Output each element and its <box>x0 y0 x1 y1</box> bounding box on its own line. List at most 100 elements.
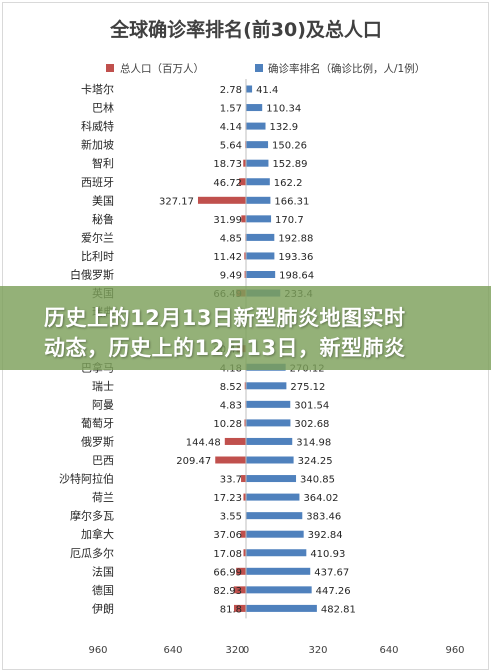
rate-value-label: 198.64 <box>279 271 314 282</box>
population-value-label: 5.64 <box>220 141 242 152</box>
bar-population <box>236 567 246 575</box>
x-tick-label: 640 <box>163 645 182 656</box>
banner-line-2: 动态，历史上的12月13日，新型肺炎 <box>44 336 406 360</box>
rate-value-label: 482.81 <box>321 604 356 615</box>
category-label: 巴林 <box>92 101 114 115</box>
x-tick-label: 960 <box>445 645 464 656</box>
category-label: 科威特 <box>81 119 114 133</box>
bar-rate <box>246 252 275 260</box>
bar-population <box>241 215 246 223</box>
population-value-label: 66.99 <box>213 567 242 578</box>
category-label: 加拿大 <box>81 527 114 541</box>
category-label: 阿曼 <box>92 398 114 411</box>
bar-rate <box>246 493 300 501</box>
category-label: 荷兰 <box>92 491 114 504</box>
category-label: 俄罗斯 <box>81 435 114 448</box>
x-tick-label: 320 <box>308 645 327 656</box>
rate-value-label: 166.31 <box>274 196 309 207</box>
category-label: 白俄罗斯 <box>70 268 114 282</box>
rate-value-label: 302.68 <box>294 419 329 430</box>
population-value-label: 10.28 <box>213 419 242 430</box>
bar-rate <box>246 233 275 241</box>
bar-population <box>243 549 246 557</box>
bar-rate <box>246 512 303 520</box>
legend-label-population: 总人口（百万人） <box>120 62 204 75</box>
rate-value-label: 275.12 <box>290 382 325 393</box>
legend-label-rate: 确诊率排名（确诊比例，人/1例） <box>268 62 425 75</box>
bar-rate <box>246 419 291 427</box>
bar-rate <box>246 196 271 204</box>
rate-value-label: 170.7 <box>275 215 304 226</box>
category-label: 美国 <box>92 194 114 207</box>
bar-rate <box>246 437 293 445</box>
population-value-label: 82.93 <box>213 586 242 597</box>
bar-population <box>233 604 246 612</box>
bar-population <box>243 159 246 167</box>
bar-population <box>240 530 246 538</box>
bar-population <box>224 437 246 445</box>
rate-value-label: 162.2 <box>274 178 303 189</box>
bar-rate <box>246 567 311 575</box>
rate-value-label: 314.98 <box>296 437 331 448</box>
population-value-label: 4.14 <box>220 122 242 133</box>
bar-population <box>197 196 246 204</box>
bar-rate <box>246 475 297 483</box>
category-label: 新加坡 <box>81 138 114 152</box>
population-value-label: 1.57 <box>220 104 242 115</box>
rate-value-label: 383.46 <box>306 512 341 523</box>
bar-population <box>244 271 246 278</box>
population-value-label: 2.78 <box>220 85 242 96</box>
bar-rate <box>246 215 272 223</box>
population-value-label: 3.55 <box>220 512 242 523</box>
category-label: 伊朗 <box>92 602 114 615</box>
x-tick-label: 640 <box>379 645 398 656</box>
bar-rate <box>246 122 266 130</box>
legend-swatch-rate <box>255 64 263 72</box>
rate-value-label: 364.02 <box>303 493 338 504</box>
population-value-label: 209.47 <box>176 456 211 467</box>
population-value-label: 9.49 <box>220 271 242 282</box>
bar-rate <box>246 271 276 278</box>
category-label: 巴西 <box>92 454 114 467</box>
rate-value-label: 110.34 <box>266 104 301 115</box>
population-value-label: 8.52 <box>220 382 242 393</box>
bar-rate <box>246 85 253 93</box>
category-label: 西班牙 <box>81 176 114 189</box>
bar-rate <box>246 104 263 112</box>
category-label: 摩尔多瓦 <box>70 509 114 523</box>
rate-value-label: 193.36 <box>278 252 313 263</box>
category-label: 比利时 <box>81 250 114 263</box>
population-value-label: 17.23 <box>213 493 242 504</box>
rate-value-label: 437.67 <box>314 567 349 578</box>
bar-rate <box>246 549 307 557</box>
bar-population <box>244 419 246 427</box>
bar-rate <box>246 178 270 186</box>
rate-value-label: 150.26 <box>272 141 307 152</box>
rate-value-label: 152.89 <box>272 159 307 170</box>
legend-swatch-population <box>106 64 114 72</box>
bar-rate <box>246 141 269 149</box>
population-value-label: 4.83 <box>220 400 242 411</box>
category-label: 智利 <box>92 156 114 170</box>
rate-value-label: 410.93 <box>310 549 345 560</box>
bar-population <box>215 456 246 464</box>
rate-value-label: 192.88 <box>278 233 313 244</box>
population-value-label: 17.08 <box>213 549 242 560</box>
rate-value-label: 132.9 <box>270 122 299 133</box>
rate-value-label: 447.26 <box>316 586 351 597</box>
bar-rate <box>246 530 304 538</box>
bar-rate <box>246 586 312 594</box>
bar-population <box>244 252 246 260</box>
population-value-label: 31.99 <box>213 215 242 226</box>
category-label: 葡萄牙 <box>81 417 114 430</box>
population-value-label: 327.17 <box>159 196 194 207</box>
bar-rate <box>246 604 317 612</box>
population-value-label: 18.73 <box>213 159 242 170</box>
bar-population <box>233 586 246 594</box>
category-label: 厄瓜多尔 <box>70 546 114 560</box>
bar-rate <box>246 456 294 464</box>
category-label: 爱尔兰 <box>81 231 114 244</box>
category-label: 德国 <box>92 583 114 597</box>
